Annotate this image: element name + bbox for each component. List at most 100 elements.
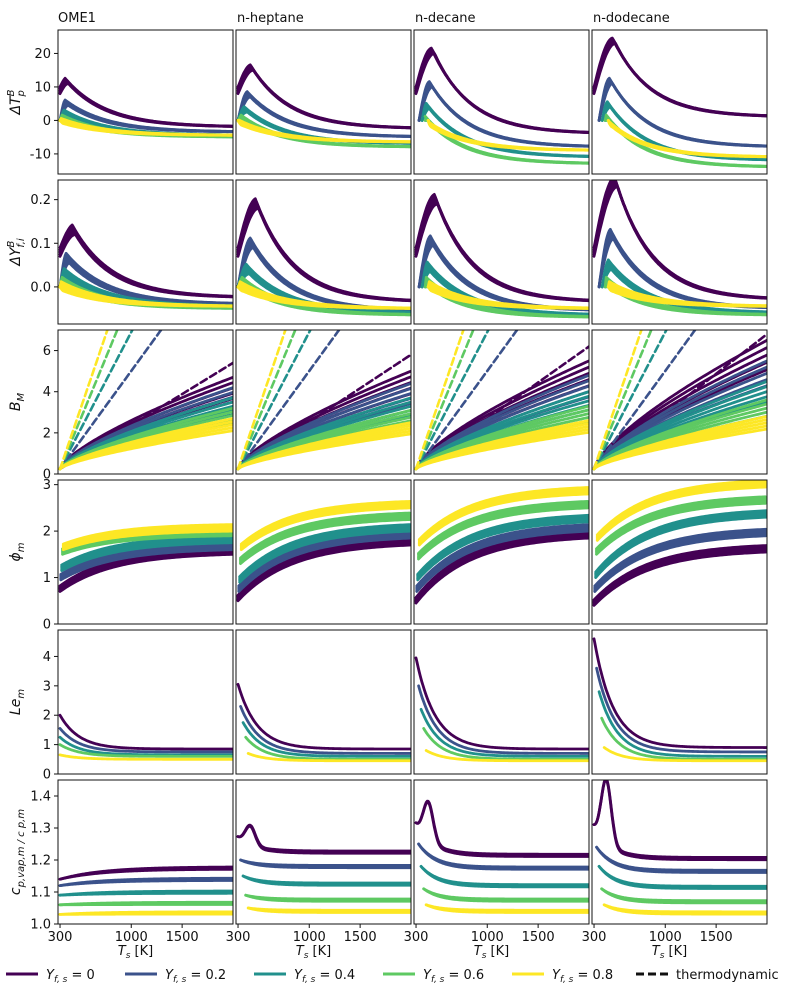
x-tick-label: 300 (404, 930, 429, 945)
panel-grid: -1001020ΔTBp0.00.10.2ΔYBf,i0246BM0123ϕm0… (6, 0, 767, 961)
legend-label: thermodynamic (676, 968, 779, 983)
column-title-n-heptane: n-heptane (237, 11, 304, 26)
panel-Le-n-decane (414, 630, 589, 774)
legend-label: Yf, s = 0.2 (165, 968, 226, 985)
curves-dTp-n-decane (416, 48, 589, 163)
y-tick-label: 1.1 (30, 886, 51, 901)
legend-item-4: Yf, s = 0.8 (512, 968, 613, 985)
y-tick-label: 1.3 (30, 822, 51, 837)
curves-dY-n-decane (416, 194, 589, 317)
panel-phi-n-decane (414, 480, 589, 624)
series-line-Yfs04 (60, 893, 233, 895)
series-line-Yfs08 (248, 908, 411, 910)
curves-dY-ome1 (60, 225, 233, 308)
x-tick-label: 1500 (166, 930, 199, 945)
panel-Le-n-dodecane (592, 630, 767, 774)
curves-Le-n-heptane (238, 684, 411, 760)
x-tick-label: 300 (48, 930, 73, 945)
legend-label: Yf, s = 0.6 (423, 968, 484, 985)
x-tick-label: 1000 (115, 930, 148, 945)
panel-dTp-n-heptane (236, 30, 411, 174)
x-axis-label: Ts [K] (474, 944, 509, 961)
series-line-Yfs0 (594, 779, 767, 858)
column-titles: OME1 n-heptane n-decane n-dodecane (58, 11, 670, 26)
y-tick-label: 0 (43, 768, 51, 783)
series-line-Yfs0 (416, 801, 589, 854)
y-axis-label-cp: cp,vap,m / c p,m (8, 809, 27, 895)
curves-cp-n-decane (416, 801, 589, 912)
curves-dTp-ome1 (60, 78, 233, 137)
series-line-Yfs06 (246, 895, 411, 899)
series-line-Yfs0 (594, 639, 767, 748)
series-line-Yfs0 (238, 826, 411, 853)
x-tick-label: 1500 (344, 930, 377, 945)
x-tick-label: 300 (582, 930, 607, 945)
series-line-Yfs0 (416, 802, 589, 856)
column-title-n-dodecane: n-dodecane (593, 11, 670, 26)
panel-BM-n-decane (414, 0, 589, 474)
y-tick-label: 4 (43, 650, 51, 665)
y-tick-label: 1 (43, 571, 51, 586)
y-tick-label: 2 (43, 709, 51, 724)
panel-Le-n-heptane (236, 630, 411, 774)
y-tick-label: 3 (43, 478, 51, 493)
y-tick-label: 0.1 (30, 237, 51, 252)
curves-BM-n-heptane (238, 0, 411, 469)
y-tick-label: 2 (43, 525, 51, 540)
y-axis-label-Le: Lem (8, 689, 27, 715)
panel-cp-n-heptane: 300 1000 1500 Ts [K] (226, 780, 411, 961)
y-tick-label: 10 (34, 80, 51, 95)
x-axis-label: Ts [K] (118, 944, 153, 961)
series-line-Yfs0 (238, 825, 411, 851)
y-axis-label-dY: ΔYBf,i (6, 238, 27, 267)
curves-Le-n-decane (416, 658, 589, 761)
y-tick-label: 2 (43, 426, 51, 441)
series-line-Yfs0 (60, 715, 233, 749)
x-tick-label: 1500 (522, 930, 555, 945)
panel-frame (58, 30, 233, 174)
x-tick-label: 1000 (293, 930, 326, 945)
curves-phi-n-heptane (238, 501, 411, 600)
x-tick-label: 1500 (700, 930, 733, 945)
panel-dY-n-heptane (236, 180, 411, 324)
curves-dTp-n-dodecane (594, 38, 767, 167)
panel-frame (414, 30, 589, 174)
y-tick-label: -10 (30, 147, 51, 162)
y-tick-label: 0 (43, 114, 51, 129)
curves-phi-n-dodecane (594, 481, 767, 606)
curves-BM-ome1 (60, 0, 233, 469)
curves-phi-n-decane (416, 487, 589, 603)
legend: Yf, s = 0 Yf, s = 0.2 Yf, s = 0.4 Yf, s = 0… (6, 968, 779, 985)
series-line-Yfs0 (594, 187, 767, 299)
panel-dY-n-decane (414, 180, 589, 324)
y-tick-label: 4 (43, 385, 51, 400)
curves-cp-n-heptane (238, 825, 411, 912)
y-tick-label: 1.4 (30, 790, 51, 805)
legend-label: Yf, s = 0.4 (294, 968, 355, 985)
x-axis-label: Ts [K] (296, 944, 331, 961)
y-axis-label-dTp: ΔTBp (6, 89, 27, 115)
curves-Le-n-dodecane (594, 639, 767, 761)
curves-phi-ome1 (60, 525, 233, 592)
panel-frame (236, 30, 411, 174)
legend-item-thermodynamic: thermodynamic (636, 968, 779, 983)
legend-item-0: Yf, s = 0 (6, 968, 95, 985)
y-tick-label: 1.2 (30, 854, 51, 869)
curves-BM-n-dodecane (594, 0, 767, 469)
y-tick-label: 20 (34, 47, 51, 62)
series-line-Yfs04 (243, 723, 411, 757)
y-tick-label: 3 (43, 679, 51, 694)
x-tick-label: 300 (226, 930, 251, 945)
panel-BM-n-dodecane (592, 0, 767, 474)
y-tick-label: 0.2 (30, 193, 51, 208)
legend-item-1: Yf, s = 0.2 (125, 968, 226, 985)
column-title-n-decane: n-decane (415, 11, 476, 26)
series-line-Yfs0 (416, 204, 589, 301)
